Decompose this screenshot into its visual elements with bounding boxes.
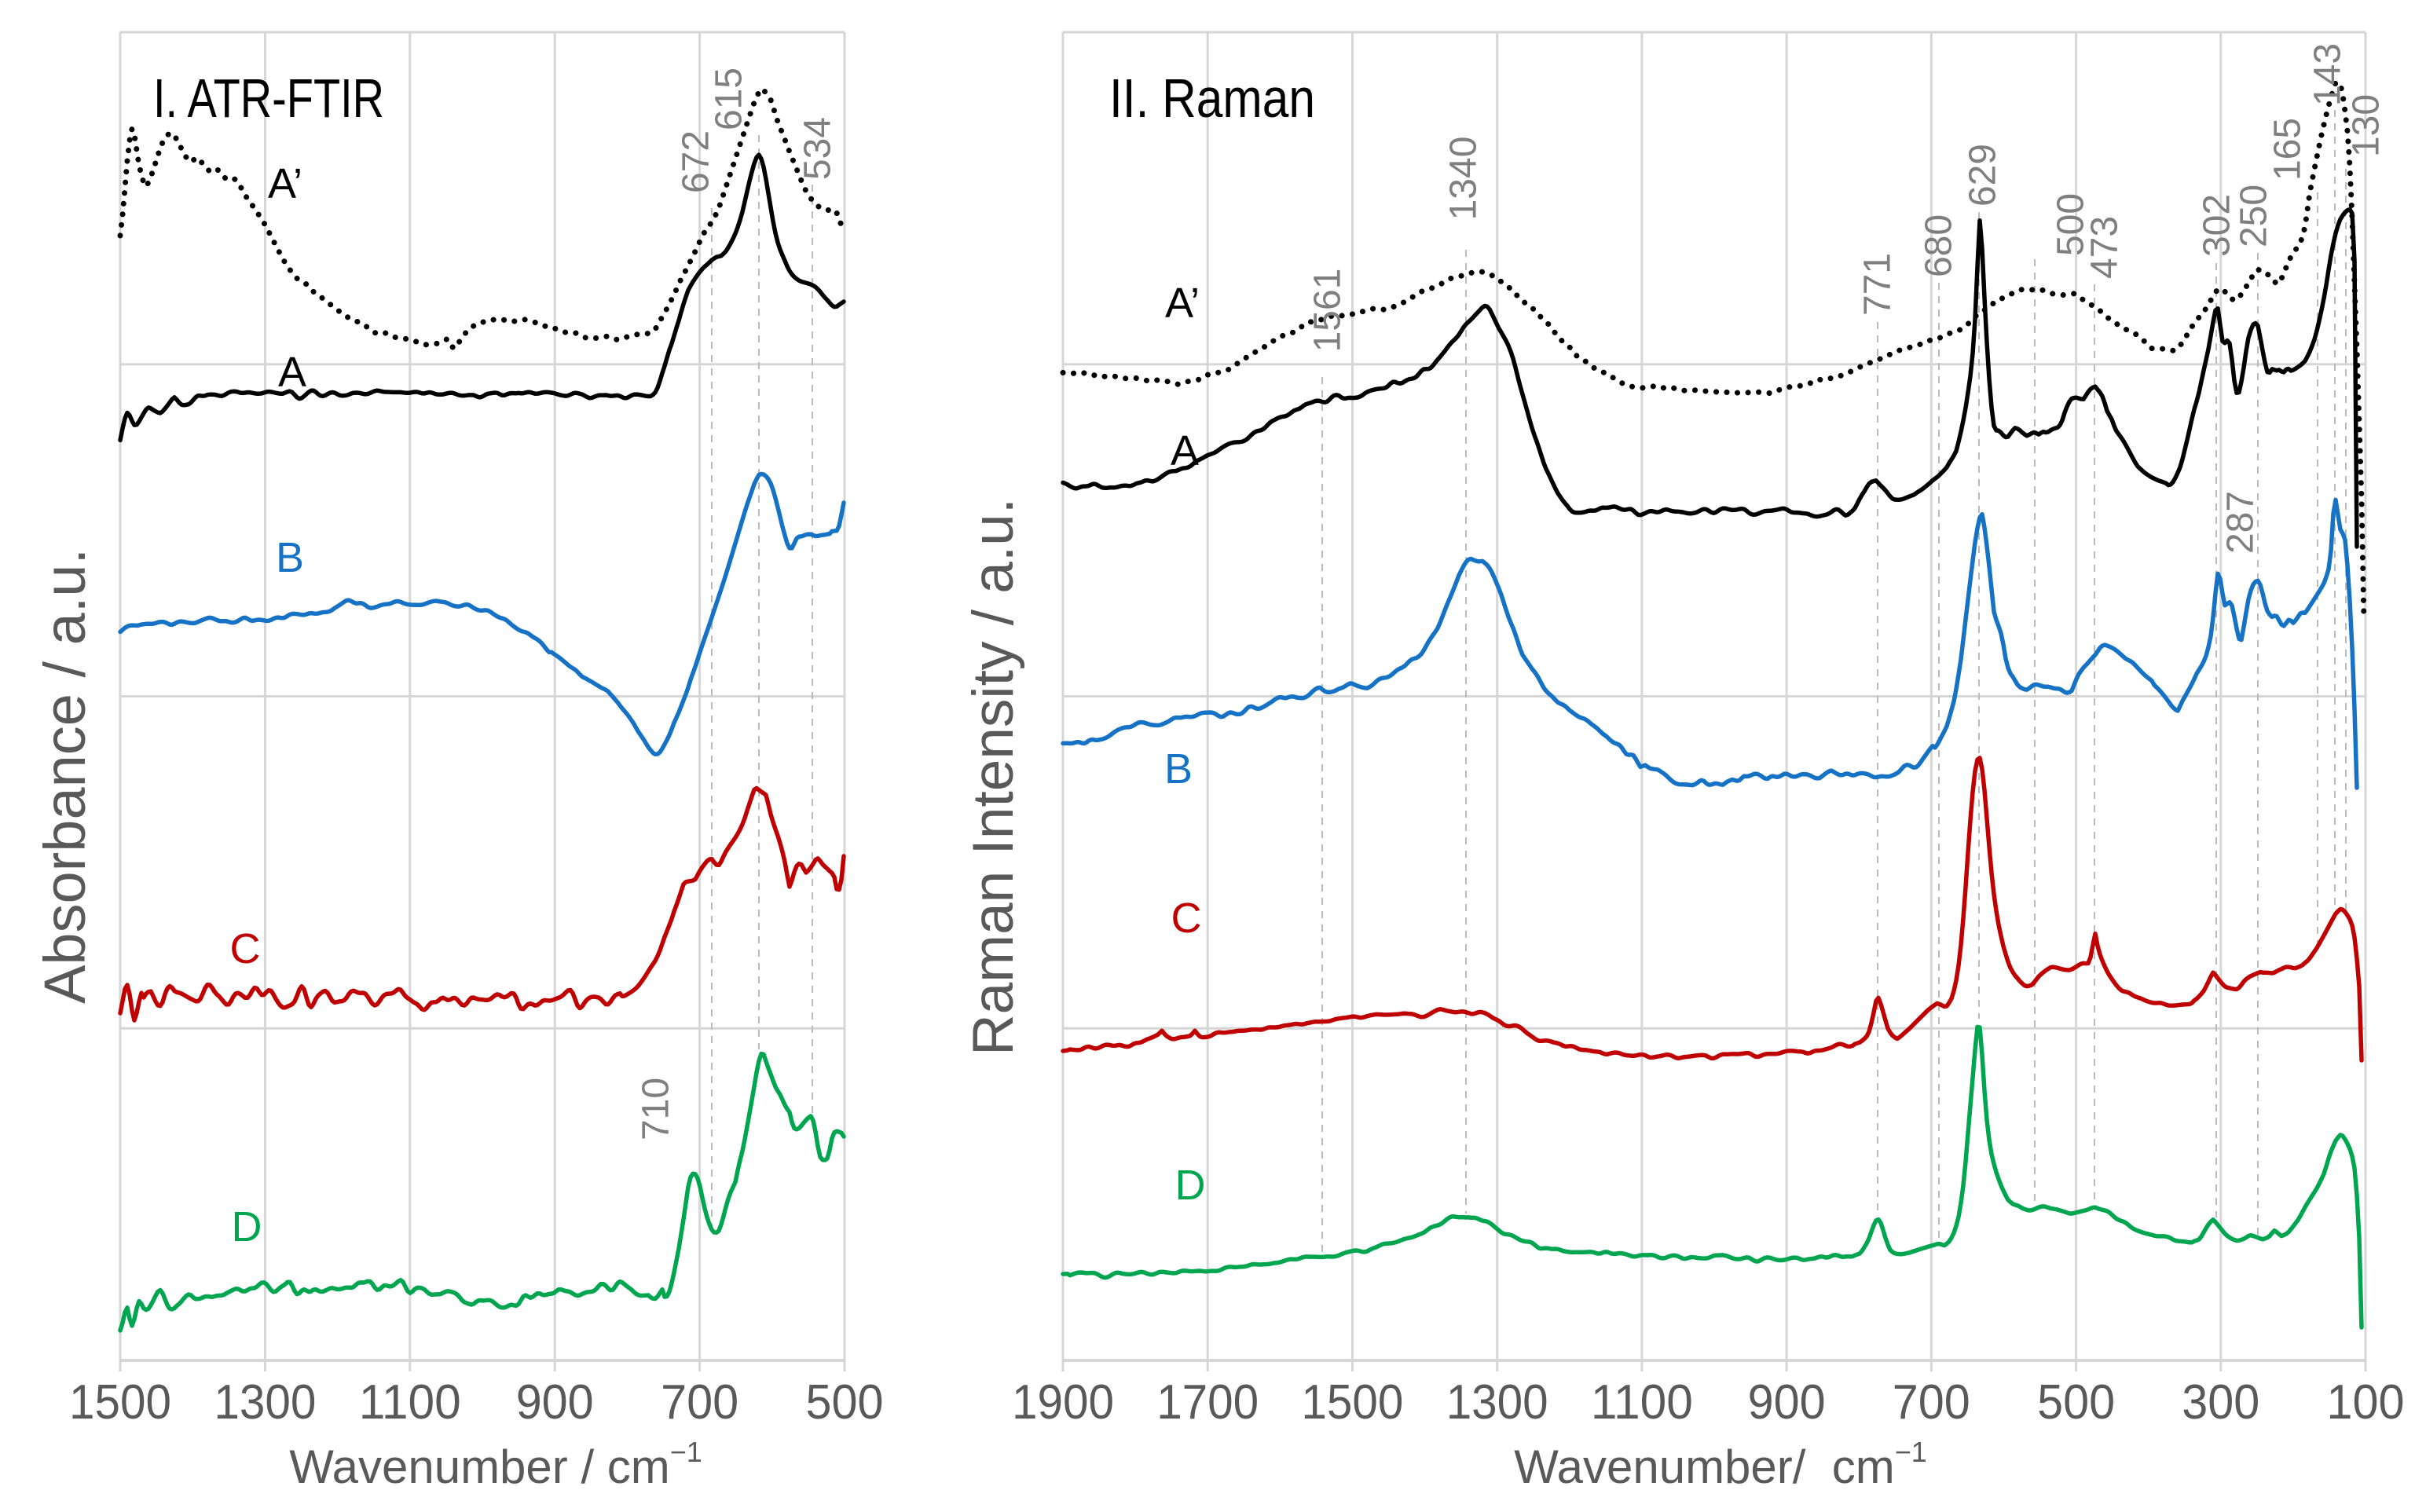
svg-text:165: 165: [2267, 118, 2309, 181]
svg-text:1500: 1500: [1301, 1375, 1403, 1430]
svg-text:250: 250: [2234, 185, 2275, 247]
svg-text:300: 300: [2182, 1375, 2259, 1430]
svg-text:900: 900: [516, 1375, 594, 1430]
svg-text:500: 500: [2050, 193, 2092, 256]
svg-text:II. Raman: II. Raman: [1109, 68, 1315, 129]
svg-text:1900: 1900: [1012, 1375, 1114, 1430]
svg-text:302: 302: [2197, 194, 2238, 257]
svg-text:500: 500: [2037, 1375, 2115, 1430]
svg-text:Absorbance / a.u.: Absorbance / a.u.: [32, 548, 97, 1004]
svg-text:A’: A’: [1165, 280, 1200, 327]
svg-text:I. ATR-FTIR: I. ATR-FTIR: [153, 68, 384, 129]
svg-text:1300: 1300: [214, 1375, 316, 1430]
svg-text:B: B: [1164, 745, 1193, 793]
svg-text:700: 700: [1893, 1375, 1970, 1430]
svg-text:Wavenumber/ cm−1: Wavenumber/ cm−1: [1514, 1436, 1927, 1493]
svg-text:1300: 1300: [1446, 1375, 1548, 1430]
svg-text:A’: A’: [268, 160, 302, 207]
svg-text:710: 710: [636, 1078, 677, 1140]
svg-text:D: D: [232, 1203, 262, 1250]
svg-text:1100: 1100: [1591, 1375, 1693, 1430]
svg-text:534: 534: [797, 117, 839, 180]
svg-text:143: 143: [2307, 43, 2349, 106]
svg-text:A: A: [1171, 427, 1199, 474]
svg-text:1340: 1340: [1443, 137, 1485, 221]
svg-text:130: 130: [2346, 94, 2388, 157]
svg-text:629: 629: [1962, 144, 2004, 207]
svg-text:D: D: [1175, 1162, 1206, 1209]
svg-text:473: 473: [2084, 216, 2126, 279]
svg-text:Wavenumber / cm−1: Wavenumber / cm−1: [289, 1436, 702, 1493]
svg-text:B: B: [276, 534, 304, 581]
svg-text:1561: 1561: [1307, 269, 1349, 353]
svg-text:900: 900: [1748, 1375, 1826, 1430]
svg-text:672: 672: [676, 130, 717, 193]
svg-text:500: 500: [806, 1375, 884, 1430]
svg-text:615: 615: [709, 68, 750, 130]
svg-text:A: A: [278, 349, 306, 396]
svg-text:287: 287: [2220, 491, 2262, 554]
svg-text:C: C: [230, 925, 261, 972]
svg-text:700: 700: [661, 1375, 738, 1430]
svg-text:C: C: [1171, 895, 1202, 942]
svg-text:1100: 1100: [359, 1375, 461, 1430]
svg-text:1500: 1500: [69, 1375, 171, 1430]
svg-text:771: 771: [1857, 253, 1899, 316]
svg-text:1700: 1700: [1156, 1375, 1259, 1430]
svg-text:Raman Intensity / a.u.: Raman Intensity / a.u.: [962, 498, 1025, 1056]
svg-text:680: 680: [1918, 214, 1960, 277]
svg-text:100: 100: [2327, 1375, 2405, 1430]
